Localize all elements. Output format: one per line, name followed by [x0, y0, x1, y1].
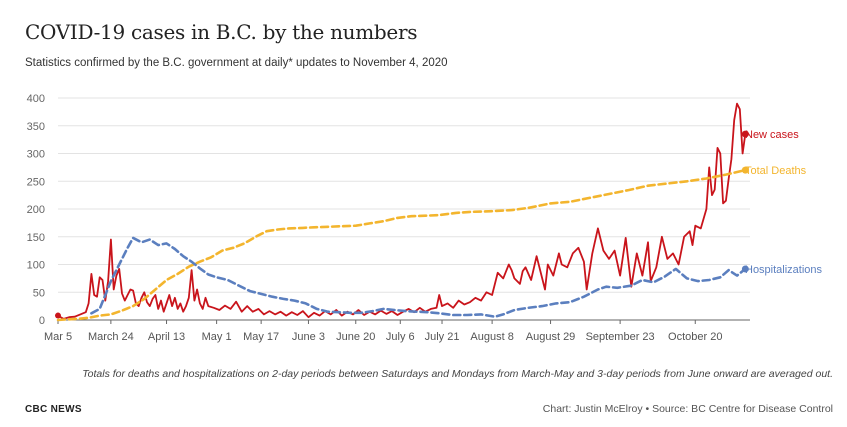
x-axis: Mar 5 March 24 April 13 May 1 May 17 June 3 Ju… — [44, 320, 722, 343]
series-start-marker-new-cases — [55, 312, 61, 319]
x-tick-label: September 23 — [586, 331, 655, 343]
x-tick-label: June 20 — [336, 331, 375, 343]
brand-logo: CBC NEWS — [25, 404, 82, 415]
x-tick-label: Mar 5 — [44, 331, 72, 343]
x-tick-label: August 29 — [526, 331, 576, 343]
x-tick-label: May 17 — [243, 331, 279, 343]
x-tick-label: October 20 — [668, 331, 722, 343]
x-tick-label: July 21 — [425, 331, 460, 343]
series-end-marker-new-cases — [741, 130, 749, 138]
y-tick-label: 50 — [33, 287, 45, 299]
series-label-total-deaths: Total Deaths — [745, 165, 807, 177]
series-end-marker-hospitalizations — [741, 265, 749, 273]
y-tick-label: 300 — [27, 149, 45, 161]
series-end-marker-total-deaths — [741, 166, 749, 174]
y-tick-label: 0 — [39, 315, 45, 327]
series-labels: New cases Total Deaths Hospitalizations — [745, 129, 823, 276]
series-line-total-deaths — [56, 168, 747, 322]
x-tick-label: April 13 — [148, 331, 185, 343]
footnote: Totals for deaths and hospitalizations o… — [82, 368, 833, 380]
y-tick-label: 400 — [27, 93, 45, 105]
x-tick-label: August 8 — [470, 331, 513, 343]
y-tick-label: 150 — [27, 232, 45, 244]
gridlines — [58, 97, 750, 321]
series-lines — [55, 102, 749, 322]
y-tick-label: 250 — [27, 176, 45, 188]
y-axis: 0 50 100 150 200 250 300 350 400 — [27, 93, 45, 327]
line-chart: 0 50 100 150 200 250 300 350 400 Mar 5 March 24 Ap… — [27, 93, 823, 343]
x-tick-label: June 3 — [292, 331, 325, 343]
series-line-hospitalizations — [90, 236, 747, 318]
series-label-new-cases: New cases — [745, 129, 799, 141]
y-tick-label: 200 — [27, 204, 45, 216]
chart-subtitle: Statistics confirmed by the B.C. governm… — [25, 57, 448, 69]
x-tick-label: July 6 — [386, 331, 415, 343]
source-credit: Chart: Justin McElroy • Source: BC Centr… — [542, 403, 833, 415]
y-tick-label: 350 — [27, 121, 45, 133]
x-tick-label: May 1 — [202, 331, 232, 343]
y-tick-label: 100 — [27, 260, 45, 272]
series-line-new-cases — [57, 102, 747, 320]
series-label-hospitalizations: Hospitalizations — [745, 264, 823, 276]
chart-title: COVID-19 cases in B.C. by the numbers — [25, 20, 418, 44]
x-tick-label: March 24 — [88, 331, 134, 343]
